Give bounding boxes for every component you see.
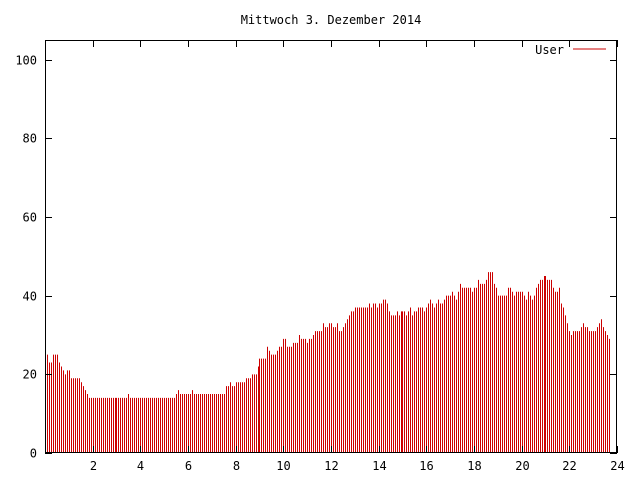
y-tick-label: 0	[30, 447, 37, 461]
y-tick-label: 100	[15, 54, 37, 68]
chart-title: Mittwoch 3. Dezember 2014	[241, 13, 422, 27]
y-tick-label: 80	[23, 132, 37, 146]
x-tick-label: 24	[610, 459, 624, 473]
y-tick-label: 20	[23, 368, 37, 382]
x-tick-label: 14	[372, 459, 386, 473]
x-tick-label: 16	[419, 459, 433, 473]
bars-layer	[45, 272, 610, 453]
x-tick-label: 20	[515, 459, 529, 473]
x-tick-label: 22	[562, 459, 576, 473]
x-tick-label: 18	[467, 459, 481, 473]
x-tick-label: 12	[324, 459, 338, 473]
x-tick-label: 10	[276, 459, 290, 473]
y-tick-label: 40	[23, 290, 37, 304]
x-tick-label: 8	[233, 459, 240, 473]
x-tick-label: 2	[90, 459, 97, 473]
y-tick-label: 60	[23, 211, 37, 225]
x-tick-label: 4	[137, 459, 144, 473]
x-tick-label: 6	[185, 459, 192, 473]
legend-label: User	[535, 43, 564, 57]
legend: User	[535, 43, 606, 57]
